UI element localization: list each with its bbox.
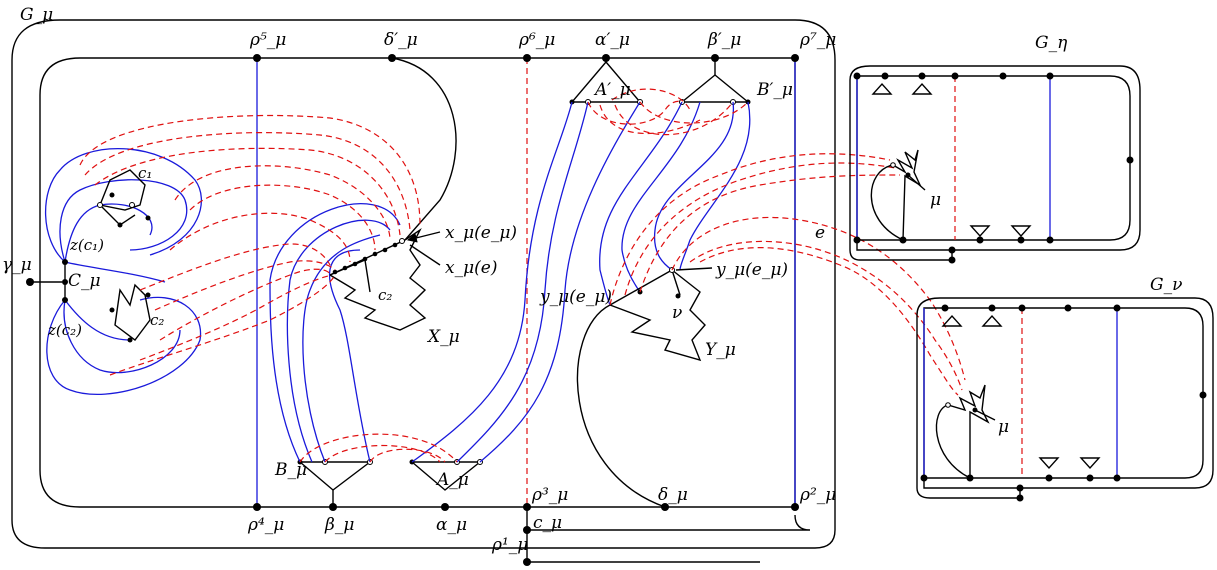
label-z-c2: z(c₂) <box>47 321 82 339</box>
label-rho4: ρ⁴_μ <box>247 515 284 535</box>
label-rho7: ρ⁷_μ <box>799 30 836 50</box>
label-b: B_μ <box>274 460 307 480</box>
label-a: A_μ <box>435 470 469 490</box>
label-c-mu: c_μ <box>533 513 562 533</box>
label-x-e: x_μ(e) <box>445 258 497 278</box>
label-rho1: ρ¹_μ <box>491 535 528 555</box>
label-y-mu: Y_μ <box>705 340 736 360</box>
label-b-prime: B′_μ <box>756 80 793 100</box>
label-delta-prime: δ′_μ <box>384 30 418 50</box>
label-x-e-mu: x_μ(e_μ) <box>445 223 517 243</box>
g-nu-graph <box>916 297 1214 502</box>
label-y-e-mu-left: y_μ(e_μ) <box>539 287 612 307</box>
label-mu-nu: μ <box>998 417 1009 437</box>
delta-edge <box>576 304 666 508</box>
label-g-mu: G_μ <box>20 5 53 25</box>
label-alpha: α_μ <box>436 515 467 535</box>
left-cluster-black <box>62 169 151 343</box>
label-gamma-mu: γ_μ <box>2 255 32 275</box>
label-beta: β_μ <box>324 515 354 535</box>
label-z-c1: z(c₁) <box>69 236 104 254</box>
label-rho3: ρ³_μ <box>531 485 568 505</box>
label-c1: c₁ <box>138 164 152 182</box>
B-prime-triangle <box>679 58 751 105</box>
label-cap-c-mu: C_μ <box>68 271 101 291</box>
g-mu-frame <box>11 19 836 563</box>
diagram-labels: G_μ G_η G_ν γ_μ ρ¹_μ ρ²_μ ρ³_μ ρ⁴_μ ρ⁵_μ… <box>2 5 1182 555</box>
delta-prime-edge <box>391 57 457 241</box>
label-rho6: ρ⁶_μ <box>518 30 555 50</box>
X-mu-region <box>329 227 441 331</box>
label-rho2: ρ²_μ <box>799 485 836 505</box>
label-g-nu: G_ν <box>1150 275 1182 295</box>
label-mu-eta: μ <box>930 190 941 210</box>
label-a-prime: A′_μ <box>593 80 631 100</box>
label-c2-left: c₂ <box>150 311 164 329</box>
g-eta-graph <box>849 65 1141 264</box>
label-alpha-prime: α′_μ <box>595 30 630 50</box>
red-dashed-curves <box>79 88 966 463</box>
label-y-e-mu-right: y_μ(e_μ) <box>715 260 788 280</box>
left-cluster-blue <box>44 147 203 395</box>
middle-blue-curves <box>269 101 641 463</box>
label-nu: ν <box>672 303 682 323</box>
right-blue-curves <box>599 101 751 306</box>
frame-vertices <box>26 54 799 566</box>
label-x-mu: X_μ <box>426 327 460 347</box>
label-e: e <box>815 223 825 243</box>
Y-mu-region <box>609 267 713 362</box>
label-beta-prime: β′_μ <box>707 30 741 50</box>
label-delta: δ_μ <box>658 485 688 505</box>
label-g-eta: G_η <box>1035 33 1068 53</box>
B-triangle <box>297 459 373 507</box>
label-c2-mid: c₂ <box>378 286 392 304</box>
label-rho5: ρ⁵_μ <box>249 30 286 50</box>
